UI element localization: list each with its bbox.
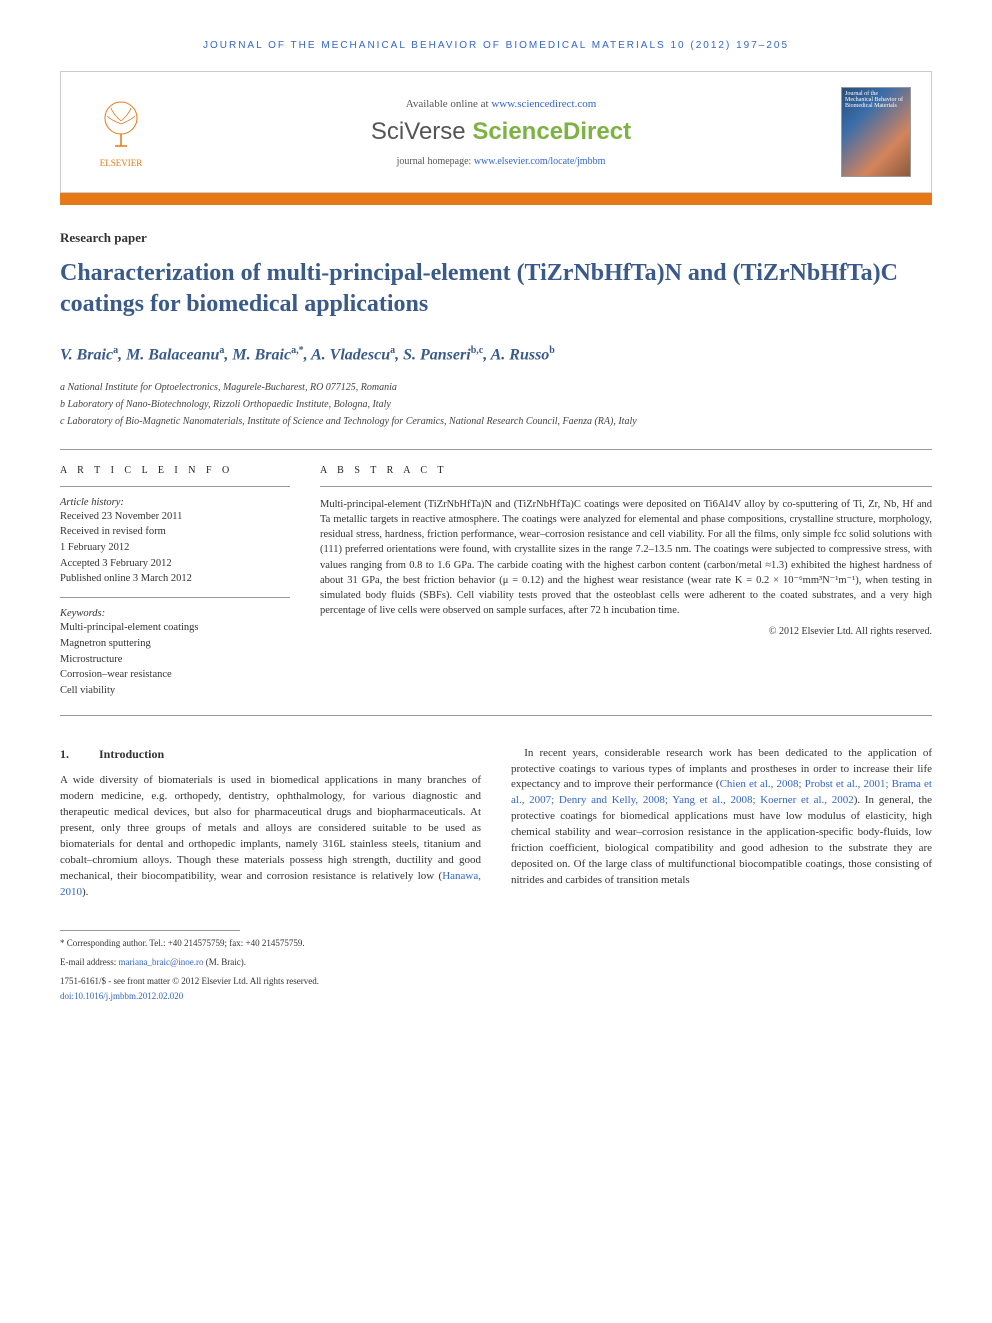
affiliations: a National Institute for Optoelectronics… (60, 380, 932, 429)
doi-link[interactable]: doi:10.1016/j.jmbbm.2012.02.020 (60, 991, 183, 1001)
homepage-label: journal homepage: (397, 156, 474, 167)
keyword: Magnetron sputtering (60, 637, 290, 652)
keyword: Cell viability (60, 684, 290, 699)
email-link[interactable]: mariana_braic@inoe.ro (118, 957, 203, 967)
available-label: Available online at (406, 98, 492, 110)
publisher-box: ELSEVIER Available online at www.science… (60, 71, 932, 193)
doi: doi:10.1016/j.jmbbm.2012.02.020 (60, 991, 932, 1001)
email-footnote: E-mail address: mariana_braic@inoe.ro (M… (60, 956, 932, 969)
orange-divider-bar (60, 193, 932, 205)
divider (60, 449, 932, 450)
journal-homepage: journal homepage: www.elsevier.com/locat… (161, 156, 841, 167)
elsevier-logo: ELSEVIER (81, 96, 161, 168)
body-text-span: ). In general, the protective coatings f… (511, 794, 932, 886)
history-line: 1 February 2012 (60, 541, 290, 556)
keyword: Corrosion–wear resistance (60, 668, 290, 683)
homepage-link[interactable]: www.elsevier.com/locate/jmbbm (474, 156, 606, 167)
footnote-divider (60, 930, 240, 931)
info-divider (60, 486, 290, 487)
body-text: 1. Introduction A wide diversity of bioma… (60, 746, 932, 901)
article-info-block: A R T I C L E I N F O Article history: R… (60, 465, 290, 700)
authors-list: V. Braica, M. Balaceanua, M. Braica,*, A… (60, 345, 932, 364)
keyword: Microstructure (60, 653, 290, 668)
abstract-block: A B S T R A C T Multi-principal-element … (320, 465, 932, 700)
sciverse-logo: SciVerse ScienceDirect (161, 118, 841, 146)
sciencedirect-name: ScienceDirect (472, 118, 631, 145)
affiliation-a: a National Institute for Optoelectronics… (60, 380, 932, 395)
history-line: Received in revised form (60, 525, 290, 540)
keyword: Multi-principal-element coatings (60, 621, 290, 636)
affiliation-c: c Laboratory of Bio-Magnetic Nanomateria… (60, 414, 932, 429)
email-who: (M. Braic). (203, 957, 246, 967)
body-text-span: ). (82, 886, 88, 898)
column-left: 1. Introduction A wide diversity of bioma… (60, 746, 481, 901)
available-online: Available online at www.sciencedirect.co… (161, 98, 841, 110)
body-text-span: A wide diversity of biomaterials is used… (60, 774, 481, 882)
info-divider (60, 597, 290, 598)
section-title: Introduction (99, 747, 164, 761)
paragraph: A wide diversity of biomaterials is used… (60, 773, 481, 901)
article-info-heading: A R T I C L E I N F O (60, 465, 290, 476)
column-right: In recent years, considerable research w… (511, 746, 932, 901)
abstract-copyright: © 2012 Elsevier Ltd. All rights reserved… (320, 626, 932, 637)
center-info: Available online at www.sciencedirect.co… (161, 98, 841, 167)
journal-cover-thumbnail: Journal of the Mechanical Behavior of Bi… (841, 87, 911, 177)
sciverse-brand: SciVerse (371, 118, 472, 145)
history-label: Article history: (60, 497, 290, 508)
corresponding-author-footnote: * Corresponding author. Tel.: +40 214575… (60, 937, 932, 950)
history-line: Published online 3 March 2012 (60, 572, 290, 587)
sciencedirect-link[interactable]: www.sciencedirect.com (491, 98, 596, 110)
elsevier-text: ELSEVIER (81, 158, 161, 168)
history-line: Accepted 3 February 2012 (60, 557, 290, 572)
section-number: 1. (60, 747, 69, 761)
article-type: Research paper (60, 230, 932, 246)
section-heading: 1. Introduction (60, 746, 481, 763)
abstract-text: Multi-principal-element (TiZrNbHfTa)N an… (320, 497, 932, 619)
affiliation-b: b Laboratory of Nano-Biotechnology, Rizz… (60, 397, 932, 412)
abstract-divider (320, 486, 932, 487)
history-line: Received 23 November 2011 (60, 510, 290, 525)
journal-header: JOURNAL OF THE MECHANICAL BEHAVIOR OF BI… (60, 40, 932, 51)
paragraph: In recent years, considerable research w… (511, 746, 932, 889)
divider (60, 715, 932, 716)
issn-footnote: 1751-6161/$ - see front matter © 2012 El… (60, 975, 932, 988)
article-title: Characterization of multi-principal-elem… (60, 258, 932, 320)
abstract-heading: A B S T R A C T (320, 465, 932, 476)
email-label: E-mail address: (60, 957, 118, 967)
elsevier-tree-icon (91, 96, 151, 156)
keywords-label: Keywords: (60, 608, 290, 619)
